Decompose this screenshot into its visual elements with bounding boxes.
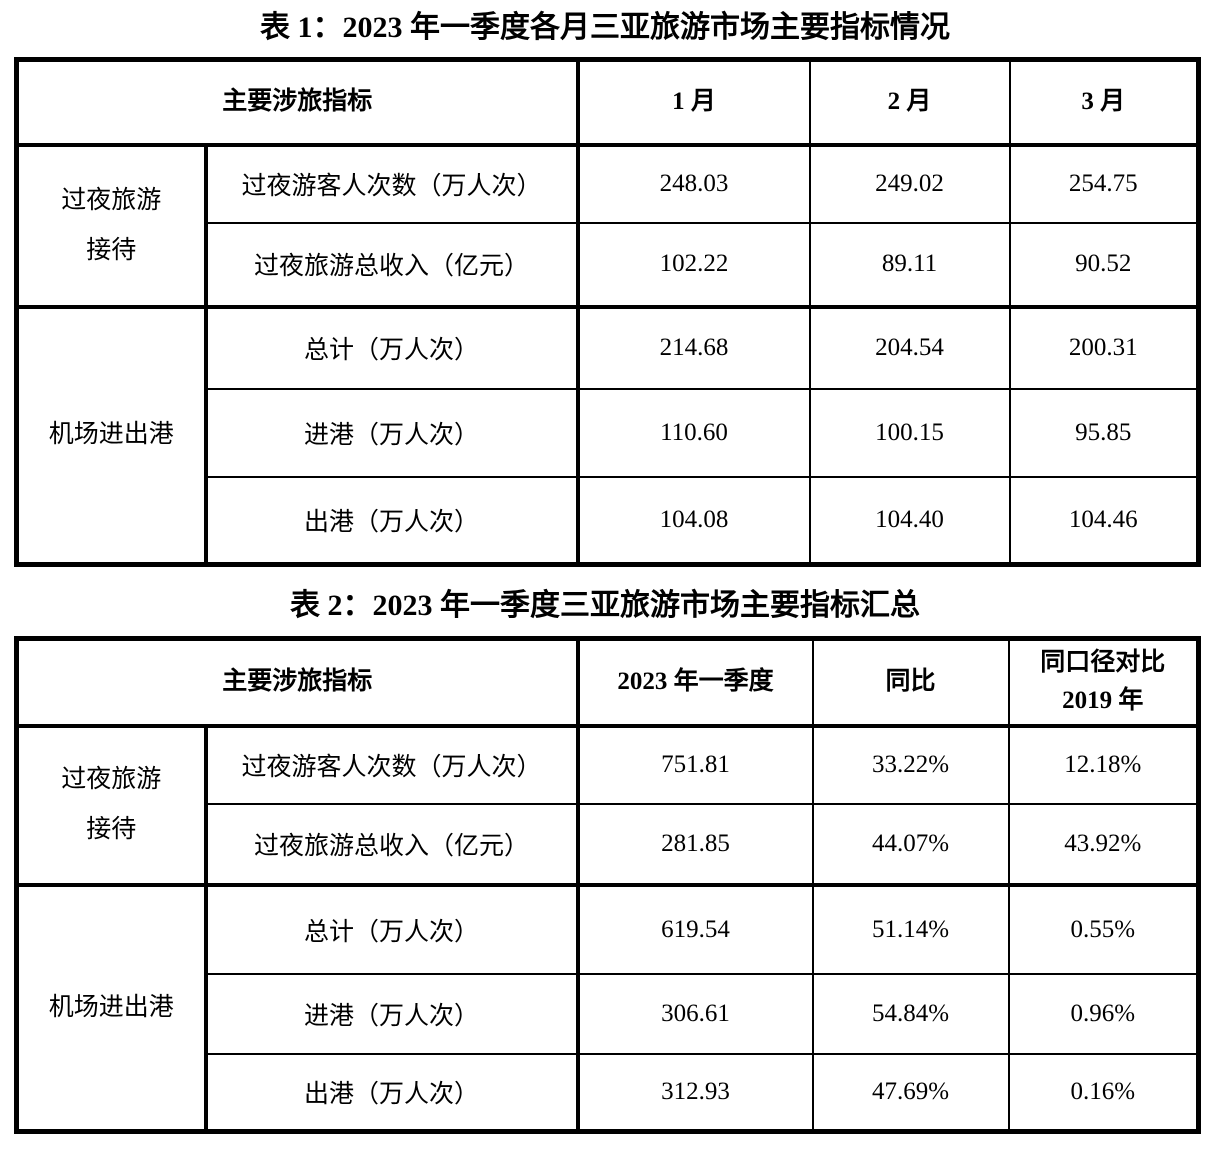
value-cell: 51.14% [811,882,1010,975]
value-cell: 110.60 [576,387,811,478]
column-header-indicator: 主要涉旅指标 [15,58,580,147]
column-header-month2: 2 月 [808,58,1011,147]
value-cell: 306.61 [576,972,814,1055]
value-cell: 104.46 [1008,475,1200,566]
table1: 主要涉旅指标 1 月 2 月 3 月 过夜旅游 接待 过夜游客人次数（万人次） … [14,57,1202,567]
indicator-label: 出港（万人次） [204,475,580,566]
value-cell: 249.02 [808,143,1011,224]
row-group-label-overnight: 过夜旅游 接待 [15,143,208,308]
value-cell: 0.96% [1007,972,1200,1055]
value-cell: 104.08 [576,475,811,566]
value-cell: 95.85 [1008,387,1200,478]
column-header-indicator: 主要涉旅指标 [15,637,580,728]
value-cell: 47.69% [811,1052,1010,1133]
value-cell: 33.22% [811,724,1010,805]
indicator-label: 进港（万人次） [204,972,580,1055]
column-header-vs-2019: 同口径对比 2019 年 [1007,637,1200,728]
value-cell: 619.54 [576,882,814,975]
table2-title: 表 2：2023 年一季度三亚旅游市场主要指标汇总 [290,589,920,622]
table-row: 过夜旅游 接待 过夜游客人次数（万人次） 248.03 249.02 254.7… [15,143,1200,308]
value-cell: 12.18% [1007,724,1200,805]
column-header-month1: 1 月 [576,58,811,147]
value-cell: 44.07% [811,802,1010,886]
row-group-label-overnight: 过夜旅游 接待 [15,724,208,886]
value-cell: 200.31 [1008,304,1200,390]
table2-header-row: 主要涉旅指标 2023 年一季度 同比 同口径对比 2019 年 [15,637,1200,728]
column-header-month3: 3 月 [1008,58,1200,147]
column-header-q1-2023: 2023 年一季度 [576,637,814,728]
indicator-label: 总计（万人次） [204,882,580,975]
table-row: 过夜旅游总收入（亿元） 102.22 89.11 90.52 [17,221,1200,308]
indicator-label: 过夜旅游总收入（亿元） [204,221,580,308]
value-cell: 100.15 [808,387,1011,478]
table-row: 出港（万人次） 104.08 104.40 104.46 [17,475,1200,566]
indicator-label: 过夜旅游总收入（亿元） [204,802,580,886]
value-cell: 751.81 [576,724,814,805]
value-cell: 248.03 [576,143,811,224]
table-row: 进港（万人次） 110.60 100.15 95.85 [17,387,1200,478]
indicator-label: 出港（万人次） [204,1052,580,1133]
table-row: 机场进出港 总计（万人次） 619.54 51.14% 0.55% [15,882,1200,1133]
table1-header-row: 主要涉旅指标 1 月 2 月 3 月 [15,58,1200,147]
value-cell: 90.52 [1008,221,1200,308]
value-cell: 312.93 [576,1052,814,1133]
table1-title: 表 1：2023 年一季度各月三亚旅游市场主要指标情况 [260,11,950,44]
value-cell: 281.85 [576,802,814,886]
value-cell: 89.11 [808,221,1011,308]
indicator-label: 进港（万人次） [204,387,580,478]
table-row: 机场进出港 总计（万人次） 214.68 204.54 200.31 [15,304,1200,566]
value-cell: 102.22 [576,221,811,308]
indicator-label: 过夜游客人次数（万人次） [204,724,580,805]
indicator-label: 总计（万人次） [204,304,580,390]
value-cell: 54.84% [811,972,1010,1055]
value-cell: 254.75 [1008,143,1200,224]
column-header-yoy: 同比 [811,637,1010,728]
value-cell: 214.68 [576,304,811,390]
indicator-label: 过夜游客人次数（万人次） [204,143,580,224]
value-cell: 204.54 [808,304,1011,390]
value-cell: 104.40 [808,475,1011,566]
table-row: 进港（万人次） 306.61 54.84% 0.96% [17,972,1200,1055]
document: 表 1：2023 年一季度各月三亚旅游市场主要指标情况 主要涉旅指标 1 月 2… [0,6,1210,1134]
table-row: 出港（万人次） 312.93 47.69% 0.16% [17,1052,1200,1133]
value-cell: 0.55% [1007,882,1200,975]
value-cell: 43.92% [1007,802,1200,886]
table-row: 过夜旅游总收入（亿元） 281.85 44.07% 43.92% [17,802,1200,886]
table2: 主要涉旅指标 2023 年一季度 同比 同口径对比 2019 年 过夜旅游 接待… [14,636,1202,1134]
table-row: 过夜旅游 接待 过夜游客人次数（万人次） 751.81 33.22% 12.18… [15,724,1200,886]
row-group-label-airport: 机场进出港 [15,304,208,566]
value-cell: 0.16% [1007,1052,1200,1133]
row-group-label-airport: 机场进出港 [15,882,208,1133]
